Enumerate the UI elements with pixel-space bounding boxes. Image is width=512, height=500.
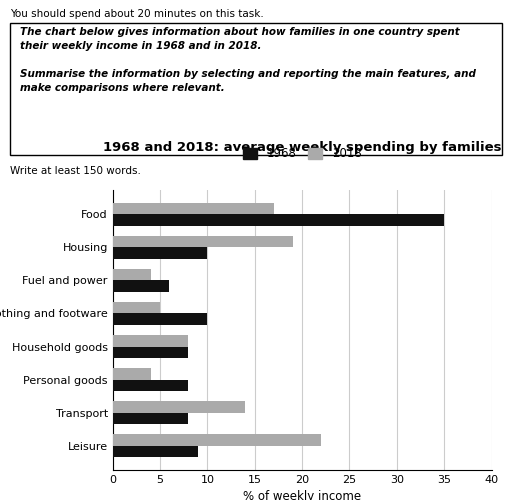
Bar <box>113 368 151 380</box>
Bar <box>113 214 444 226</box>
Text: Write at least 150 words.: Write at least 150 words. <box>10 166 141 175</box>
Bar <box>113 401 245 412</box>
Bar <box>113 280 169 292</box>
Bar <box>113 446 198 458</box>
Bar <box>113 202 273 214</box>
Bar <box>113 346 188 358</box>
Title: 1968 and 2018: average weekly spending by families: 1968 and 2018: average weekly spending b… <box>103 141 501 154</box>
FancyBboxPatch shape <box>10 24 502 155</box>
Bar <box>113 269 151 280</box>
Bar <box>113 335 188 346</box>
Text: The chart below gives information about how families in one country spent
their : The chart below gives information about … <box>20 27 476 93</box>
Bar <box>113 302 160 314</box>
Bar <box>113 236 293 248</box>
Text: You should spend about 20 minutes on this task.: You should spend about 20 minutes on thi… <box>10 9 264 19</box>
Bar <box>113 434 321 446</box>
Bar <box>113 314 207 325</box>
Bar <box>113 248 207 259</box>
Bar <box>113 380 188 391</box>
Legend: 1968, 2018: 1968, 2018 <box>238 142 366 165</box>
X-axis label: % of weekly income: % of weekly income <box>243 490 361 500</box>
Bar <box>113 412 188 424</box>
